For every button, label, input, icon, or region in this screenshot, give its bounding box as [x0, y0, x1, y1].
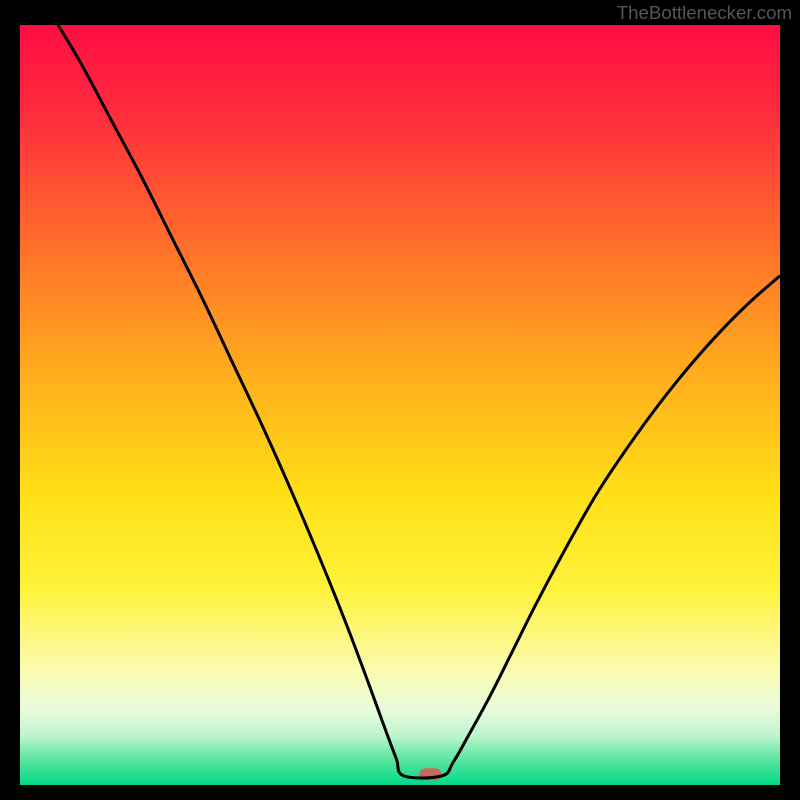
bottleneck-curve	[20, 25, 780, 785]
curve-path	[58, 25, 780, 778]
watermark-text: TheBottlenecker.com	[617, 2, 792, 24]
plot-area	[20, 25, 780, 785]
